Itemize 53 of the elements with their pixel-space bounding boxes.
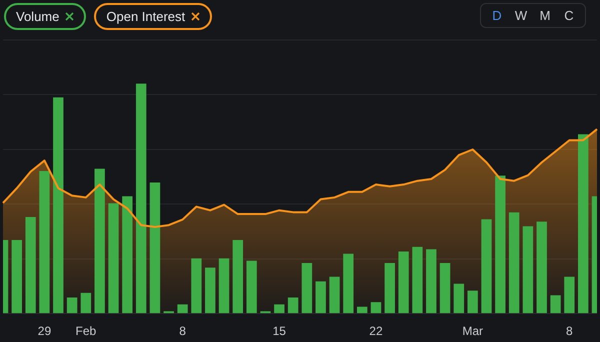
x-tick-label: Feb — [76, 324, 97, 338]
bar — [94, 168, 105, 314]
bar — [302, 263, 312, 314]
bar — [522, 226, 534, 314]
bar — [218, 258, 230, 314]
bar — [398, 252, 409, 314]
bar — [150, 182, 160, 314]
bar — [550, 295, 561, 314]
bar — [356, 306, 368, 314]
x-tick-label: 15 — [272, 324, 286, 338]
bar — [426, 249, 436, 314]
bar — [316, 281, 326, 314]
text: W — [514, 8, 528, 23]
bar — [370, 302, 382, 314]
bar — [246, 260, 257, 314]
bar — [25, 217, 36, 314]
bar — [177, 304, 188, 314]
bar — [536, 222, 547, 314]
x-tick-label: 22 — [369, 324, 383, 338]
bar — [191, 258, 202, 314]
bar — [467, 290, 478, 314]
bar — [454, 284, 464, 314]
bar — [53, 97, 64, 314]
text: M — [538, 8, 552, 23]
bar — [481, 219, 492, 314]
bar — [12, 240, 22, 314]
legend-label: Volume — [16, 9, 60, 24]
bar — [66, 298, 78, 314]
bar — [495, 176, 506, 314]
x-tick-label: Mar — [462, 324, 484, 338]
x-tick-label: 8 — [179, 324, 186, 338]
x-tick-label: 8 — [566, 324, 574, 338]
bar — [80, 292, 92, 314]
text: D — [491, 8, 503, 23]
bar — [343, 254, 354, 314]
bar — [440, 263, 450, 314]
bar — [136, 84, 146, 314]
bar — [205, 268, 216, 314]
text: C — [563, 8, 575, 23]
bar — [288, 298, 298, 314]
bar — [122, 196, 133, 314]
bar — [508, 212, 520, 314]
x-tick-label: 29 — [38, 324, 52, 338]
bar — [108, 203, 119, 314]
bar — [39, 171, 50, 314]
legend-label: Open Interest — [106, 9, 186, 24]
bar — [329, 276, 340, 314]
bar — [564, 276, 575, 314]
bar — [384, 263, 395, 314]
bar — [232, 240, 244, 314]
bar — [412, 246, 423, 314]
bar — [578, 134, 588, 314]
bar — [274, 304, 284, 314]
